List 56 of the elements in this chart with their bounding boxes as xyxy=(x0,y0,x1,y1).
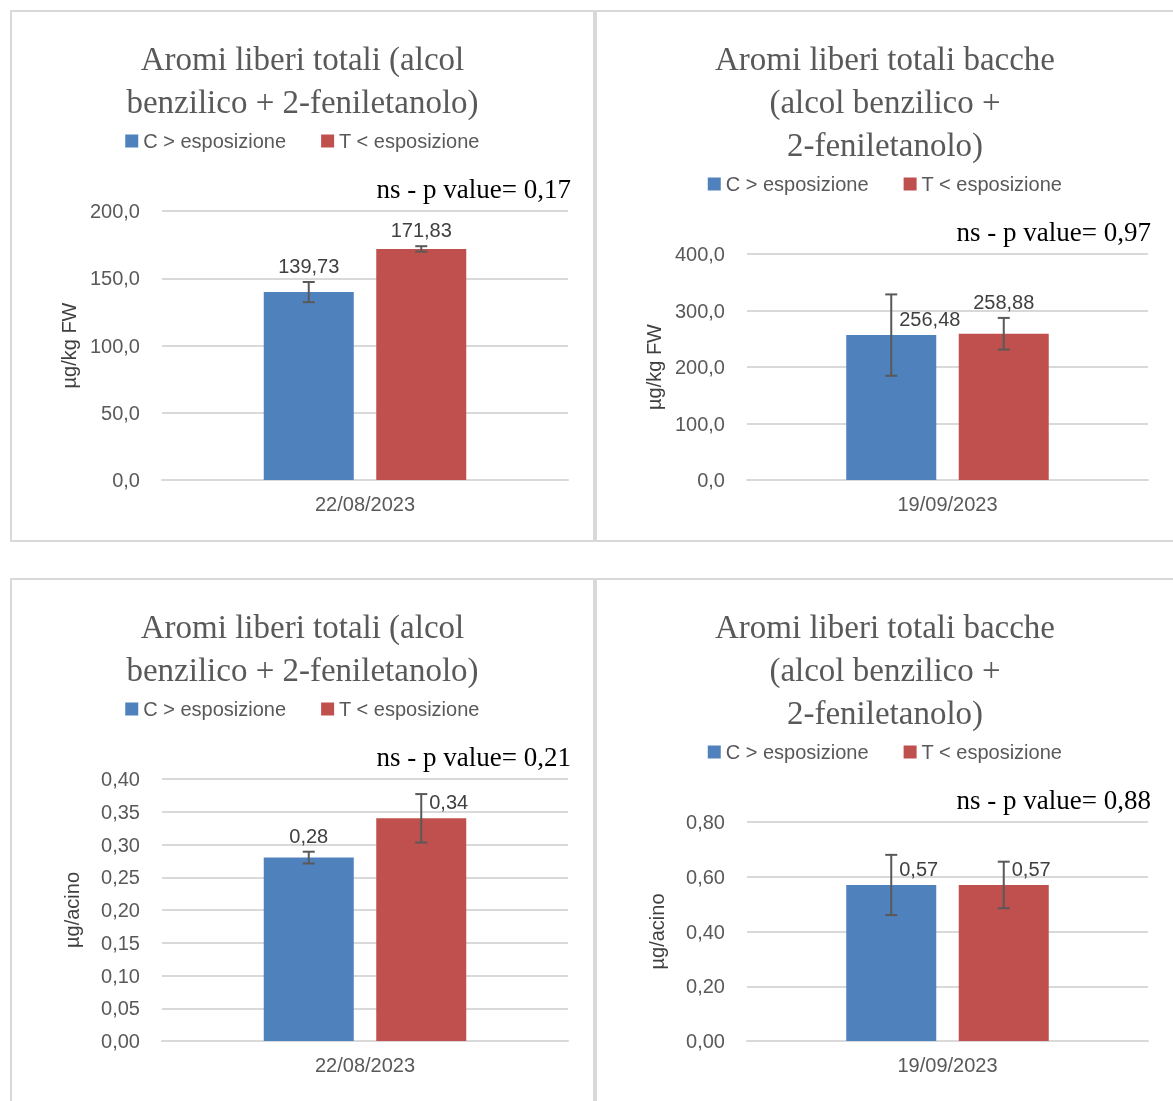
legend-label: T < esposizione xyxy=(339,130,480,152)
chart-title: Aromi liberi totali bacche (alcol benzilico + 2-feniletanolo) xyxy=(715,40,1055,164)
text: ns - p value= 0,21 xyxy=(376,741,572,772)
y-tick-label: 0,20 xyxy=(686,975,725,998)
y-tick-label: 0,40 xyxy=(686,920,725,943)
y-axis-title: µg/kg FW xyxy=(643,323,666,410)
data-label: 139,73 xyxy=(278,254,340,277)
y-tick-label: 0,25 xyxy=(101,866,140,889)
y-axis-title: µg/kg FW xyxy=(58,302,81,389)
legend-label: C > esposizione xyxy=(143,698,287,720)
y-tick-label: 0,40 xyxy=(101,768,140,790)
chart-title: Aromi liberi totali (alcol benzilico + 2-feniletanolo) xyxy=(126,608,479,689)
y-tick-label: 0,0 xyxy=(697,469,725,491)
y-axis-title: µg/acino xyxy=(61,871,83,949)
y-tick-label: 0,10 xyxy=(101,964,140,987)
y-tick-label: 0,20 xyxy=(101,899,140,921)
y-tick-label: 0,00 xyxy=(686,1030,725,1052)
legend-label: C > esposizione xyxy=(143,130,287,152)
data-label: 0,28 xyxy=(289,824,329,847)
y-tick-label: 400,0 xyxy=(674,243,725,265)
y-axis-title: µg/acino xyxy=(646,893,668,970)
y-tick-label: 0,15 xyxy=(101,931,140,954)
y-tick-label: 150,0 xyxy=(89,267,140,290)
text: ns - p value= 0,17 xyxy=(376,173,572,204)
y-tick-label: 200,0 xyxy=(674,356,725,378)
y-tick-label: 200,0 xyxy=(89,200,140,222)
x-tick-label: 22/08/2023 xyxy=(314,493,416,515)
y-tick-label: 50,0 xyxy=(101,401,140,424)
y-tick-label: 300,0 xyxy=(674,299,725,322)
data-label: 171,83 xyxy=(390,219,452,242)
y-tick-label: 0,35 xyxy=(101,800,140,823)
x-tick-label: 19/09/2023 xyxy=(897,493,998,515)
x-tick-label: 22/08/2023 xyxy=(314,1054,416,1076)
x-tick-label: 19/09/2023 xyxy=(897,1054,998,1076)
legend-label: C > esposizione xyxy=(725,741,869,763)
y-tick-label: 0,0 xyxy=(112,469,140,491)
data-label: 258,88 xyxy=(973,290,1035,313)
y-tick-label: 0,60 xyxy=(686,865,725,888)
legend-label: T < esposizione xyxy=(339,698,480,720)
legend-label: T < esposizione xyxy=(921,173,1062,195)
data-label: 0,57 xyxy=(1011,857,1051,880)
text: ns - p value= 0,97 xyxy=(956,216,1152,247)
y-tick-label: 0,05 xyxy=(101,997,140,1020)
y-tick-label: 0,80 xyxy=(686,811,725,833)
data-label: 256,48 xyxy=(899,308,961,331)
data-label: 0,34 xyxy=(429,791,469,814)
y-tick-label: 100,0 xyxy=(89,334,140,357)
y-tick-label: 0,00 xyxy=(101,1030,140,1052)
y-tick-label: 100,0 xyxy=(674,412,725,435)
chart-title: Aromi liberi totali (alcol benzilico + 2-feniletanolo) xyxy=(126,40,479,121)
legend-label: T < esposizione xyxy=(921,741,1062,763)
legend-label: C > esposizione xyxy=(725,173,869,195)
y-tick-label: 0,30 xyxy=(101,833,140,856)
data-label: 0,57 xyxy=(899,857,939,880)
chart-title: Aromi liberi totali bacche (alcol benzilico + 2-feniletanolo) xyxy=(715,608,1055,732)
text: ns - p value= 0,88 xyxy=(956,784,1152,815)
